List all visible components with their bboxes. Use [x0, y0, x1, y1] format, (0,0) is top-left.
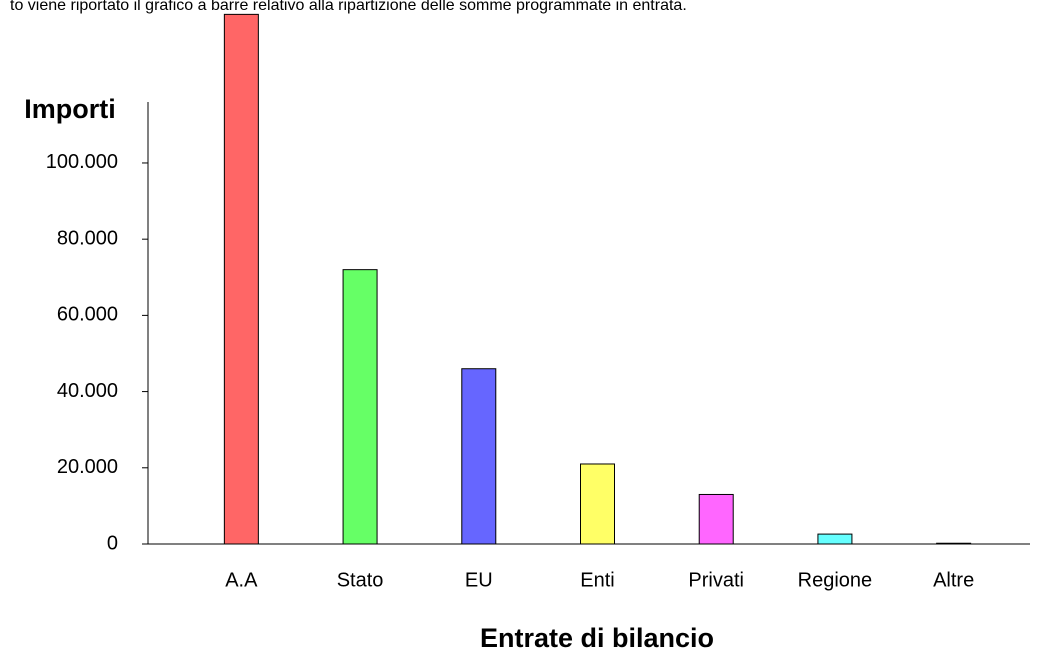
y-tick-label: 40.000: [57, 380, 118, 402]
x-tick-label: Altre: [933, 569, 974, 591]
x-axis-title: Entrate di bilancio: [480, 623, 714, 653]
y-tick-label: 80.000: [57, 227, 118, 249]
y-tick-label: 20.000: [57, 456, 118, 478]
bar: [936, 542, 972, 545]
bar: [817, 533, 853, 545]
bar: [461, 368, 497, 545]
x-tick-label: Enti: [580, 569, 614, 591]
y-tick-label: 60.000: [57, 304, 118, 326]
bar: [223, 13, 259, 545]
bar: [580, 463, 615, 545]
x-tick-label: Stato: [337, 569, 384, 591]
x-tick-label: Regione: [798, 569, 873, 591]
y-axis-title: Importi: [24, 94, 116, 124]
bar: [342, 269, 378, 545]
bar: [698, 493, 734, 545]
x-tick-label: A.A: [225, 569, 258, 591]
y-tick-label: 0: [107, 532, 118, 554]
caption: to viene riportato il grafico a barre re…: [10, 0, 687, 14]
x-tick-label: Privati: [688, 569, 744, 591]
y-tick-label: 100.000: [46, 151, 118, 173]
x-tick-label: EU: [465, 569, 493, 591]
